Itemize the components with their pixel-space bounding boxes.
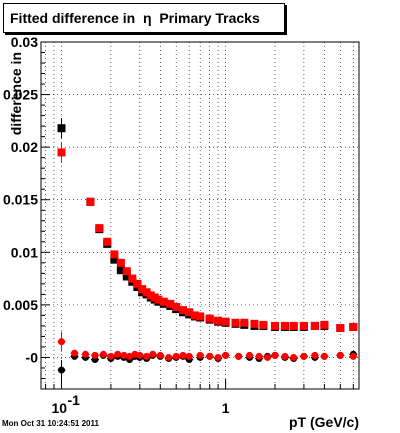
data-point-square: [57, 124, 66, 133]
data-point-circle: [70, 349, 78, 357]
chart-title: Fitted difference in η Primary Tracks: [10, 10, 260, 26]
data-point-square: [205, 314, 214, 323]
y-axis-title: difference in: [8, 52, 24, 135]
data-point-square: [271, 321, 280, 330]
data-point-square: [154, 295, 163, 304]
data-point-square: [57, 148, 66, 157]
data-point-circle: [58, 338, 66, 346]
data-point-square: [259, 320, 268, 329]
data-point-circle: [214, 353, 222, 361]
y-tick-label: 0.005: [3, 297, 38, 313]
data-point-square: [95, 224, 104, 233]
data-point-circle: [311, 351, 319, 359]
data-point-circle: [179, 351, 187, 359]
data-point-square: [138, 285, 147, 294]
timestamp: Mon Oct 31 10:24:51 2011: [2, 419, 99, 428]
data-point-square: [103, 237, 112, 246]
data-point-circle: [81, 350, 89, 358]
y-tick-label: -0: [26, 349, 39, 365]
data-point-circle: [246, 351, 254, 359]
data-point-square: [133, 279, 142, 288]
data-point-square: [172, 302, 181, 311]
data-point-circle: [290, 353, 298, 361]
y-tick-label: 0.02: [11, 139, 38, 155]
data-point-circle: [320, 352, 328, 360]
data-point-circle: [91, 351, 99, 359]
y-tick-label: 0.01: [11, 244, 38, 260]
data-point-square: [310, 321, 319, 330]
data-point-circle: [114, 350, 122, 358]
data-point-square: [231, 318, 240, 327]
data-point-circle: [196, 351, 204, 359]
data-point-circle: [336, 351, 344, 359]
data-point-square: [250, 319, 259, 328]
data-point-square: [336, 324, 345, 333]
data-point-square: [280, 321, 289, 330]
data-point-circle: [58, 366, 66, 374]
data-point-square: [185, 308, 194, 317]
data-point-square: [221, 317, 230, 326]
x-axis-title: pT (GeV/c): [289, 414, 359, 430]
data-point-circle: [172, 352, 180, 360]
grid-layer: [41, 41, 359, 389]
x-tick-label: 1: [222, 400, 230, 416]
data-point-circle: [271, 351, 279, 359]
data-point-circle: [235, 352, 243, 360]
data-point-circle: [300, 352, 308, 360]
data-point-circle: [99, 350, 107, 358]
data-point-circle: [206, 352, 214, 360]
data-point-circle: [222, 351, 230, 359]
data-point-circle: [107, 352, 115, 360]
data-point-square: [110, 255, 119, 264]
data-point-square: [196, 312, 205, 321]
data-point-circle: [263, 353, 271, 361]
data-point-square: [190, 311, 199, 320]
data-point-square: [159, 297, 168, 306]
data-point-square: [240, 318, 249, 327]
data-point-square: [349, 322, 358, 331]
x-tick-label-exponent: -1: [68, 392, 81, 408]
data-point-square: [320, 320, 329, 329]
data-point-square: [166, 299, 175, 308]
labels-layer: -0 0.005 0.01 0.015 0.02 0.025 0.03 10 -1 1 pT (Ge…: [3, 34, 359, 430]
data-point-square: [116, 258, 125, 267]
data-point-circle: [349, 352, 357, 360]
axes-layer: [40, 41, 360, 390]
x-tick-label: 10: [52, 400, 68, 416]
data-point-square: [142, 288, 151, 297]
y-tick-label: 0.03: [11, 34, 38, 50]
data-point-circle: [281, 352, 289, 360]
data-point-circle: [149, 350, 157, 358]
data-point-circle: [156, 351, 164, 359]
data-point-circle: [120, 351, 128, 359]
data-point-square: [299, 321, 308, 330]
chart-title-box: Fitted difference in η Primary Tracks: [3, 3, 285, 33]
data-point-circle: [143, 352, 151, 360]
data-point-circle: [136, 351, 144, 359]
data-point-square: [122, 267, 131, 276]
data-layer: [57, 118, 358, 381]
data-point-square: [214, 316, 223, 325]
data-point-square: [128, 274, 137, 283]
data-point-square: [289, 321, 298, 330]
data-point-square: [122, 272, 131, 281]
y-tick-label: 0.025: [3, 87, 38, 103]
data-point-square: [116, 266, 125, 275]
data-point-circle: [255, 352, 263, 360]
data-point-circle: [185, 352, 193, 360]
data-point-square: [178, 306, 187, 315]
data-point-square: [110, 250, 119, 259]
data-point-square: [86, 197, 95, 206]
y-tick-label: 0.015: [3, 192, 38, 208]
data-point-circle: [165, 353, 173, 361]
